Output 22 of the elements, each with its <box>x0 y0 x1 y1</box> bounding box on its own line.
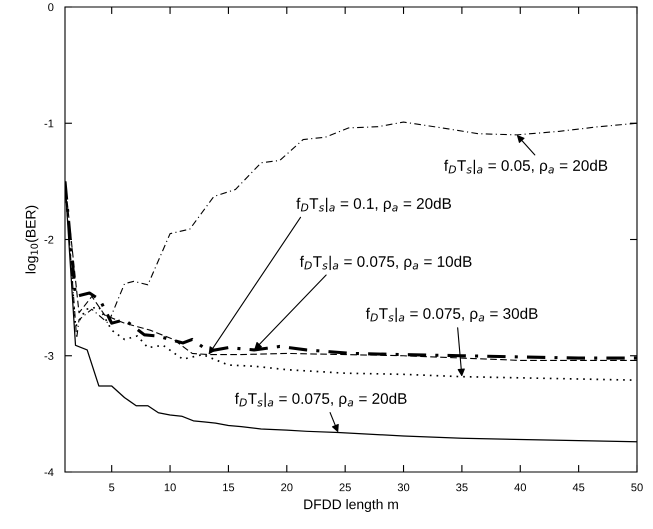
y-tick-label: 0 <box>48 3 54 12</box>
text: f$_{D}$T$_{s}$|$_{a}$ = 0.075, ρ$_{a}$ = 10dB <box>300 256 472 270</box>
x-tick-label: 45 <box>572 484 584 492</box>
x-tick-label: 35 <box>456 483 468 492</box>
x-tick-label: 15 <box>223 484 234 492</box>
y-axis-title: log$_{10}$(BER) <box>25 206 38 274</box>
text: f$_{D}$T$_{s}$|$_{a}$ = 0.075, ρ$_{a}$ = 20dB <box>234 392 407 408</box>
x-tick-label: 40 <box>514 483 526 492</box>
x-axis-title: DFDD length m <box>304 499 398 512</box>
text: f$_{D}$T$_{s}$|$_{a}$ = 0.075, ρ$_{a}$ = 30dB <box>366 308 538 322</box>
x-tick-label: 20 <box>281 483 293 492</box>
y-tick-label: -2 <box>44 236 54 244</box>
text: f$_{D}$T$_{s}$|$_{a}$ = 0.1, ρ$_{a}$ = 20dB <box>296 198 451 212</box>
y-tick-label: -4 <box>44 468 54 476</box>
y-tick-label: -1 <box>44 120 54 128</box>
x-tick-label: 10 <box>164 483 176 492</box>
y-tick-label: -3 <box>44 352 54 360</box>
x-tick-label: 30 <box>398 483 410 492</box>
x-tick-label: 25 <box>340 483 351 492</box>
x-tick-label: 50 <box>631 483 643 492</box>
text: f$_{D}$T$_{s}$|$_{a}$ = 0.05, ρ$_{a}$ = 20dB <box>444 160 608 174</box>
x-tick-label: 5 <box>109 484 114 492</box>
